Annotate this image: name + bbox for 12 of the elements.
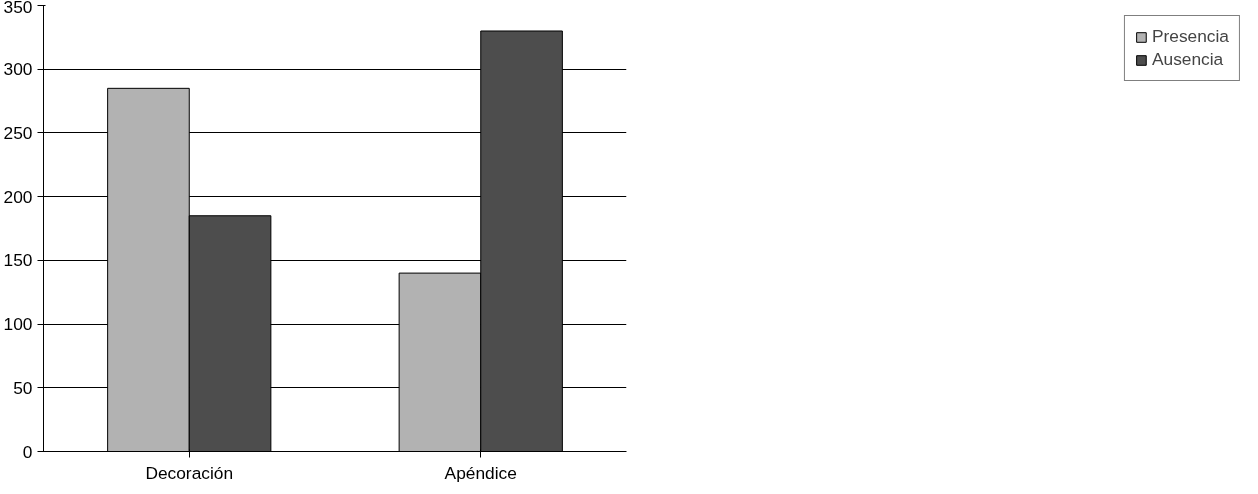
y-tick-label: 0 <box>22 441 33 462</box>
y-tick-label: 100 <box>3 314 33 335</box>
y-tick-label: 200 <box>3 186 33 207</box>
y-tick-label: 250 <box>3 122 33 143</box>
legend-label: Ausencia <box>1151 49 1224 70</box>
x-tick-label: Apéndice <box>444 462 517 483</box>
y-tick-label: 350 <box>3 0 33 17</box>
legend-label: Presencia <box>1151 26 1229 47</box>
y-tick-label: 300 <box>3 59 33 80</box>
y-tick-label: 50 <box>13 377 33 398</box>
x-tick-label: Decoración <box>145 462 234 483</box>
y-tick-label: 150 <box>3 250 33 271</box>
